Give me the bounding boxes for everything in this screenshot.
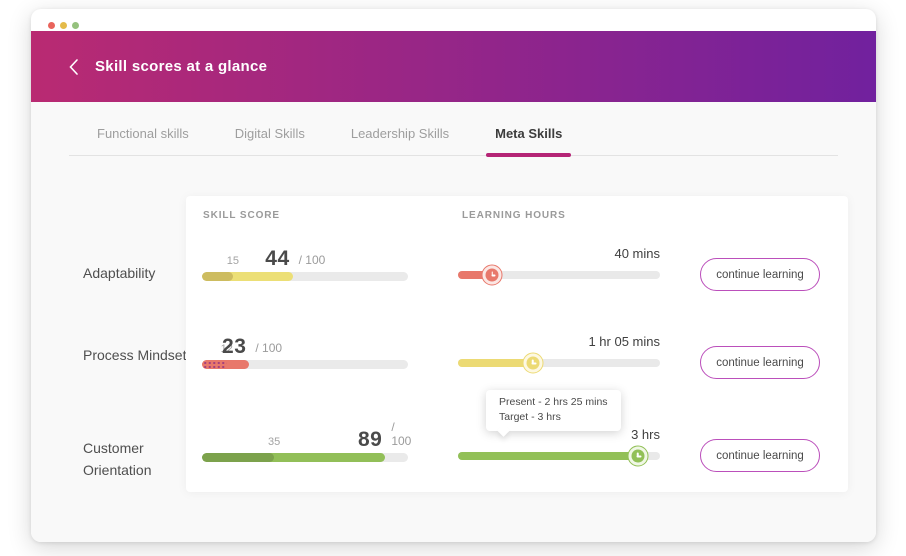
tab-bar: Functional skills Digital Skills Leaders… — [69, 114, 838, 157]
learning-hours-block: 1 hr 05 mins — [458, 330, 660, 374]
tab-meta-skills[interactable]: Meta Skills — [486, 114, 572, 157]
skill-row-process-mindset: 12 23 / 100 1 hr 05 mins — [202, 330, 832, 379]
score-segment-previous — [202, 453, 275, 462]
continue-learning-button[interactable]: continue learning — [700, 258, 820, 291]
score-block: 12 23 / 100 — [202, 330, 408, 369]
score-previous-value: 15 — [226, 255, 240, 267]
score-segment-previous — [202, 360, 227, 369]
window-controls — [48, 22, 79, 29]
tab-digital-skills[interactable]: Digital Skills — [234, 126, 305, 141]
column-header-learning-hours: LEARNING HOURS — [462, 210, 566, 221]
score-bar — [202, 360, 408, 369]
tooltip-present-line: Present - 2 hrs 25 mins — [499, 396, 608, 408]
score-segment-current — [202, 453, 386, 462]
app-window: Skill scores at a glance Functional skil… — [31, 9, 876, 542]
skill-row-customer-orientation: 35 89 / 100 Present - 2 hrs 25 mins Targ… — [202, 390, 832, 472]
app-header: Skill scores at a glance — [31, 31, 876, 102]
score-block: 15 44 / 100 — [202, 242, 408, 281]
learning-hours-block: 40 mins — [458, 242, 660, 286]
continue-learning-button[interactable]: continue learning — [700, 439, 820, 472]
learning-hours-block: Present - 2 hrs 25 mins Target - 3 hrs 3… — [458, 390, 660, 467]
learning-slider-knob[interactable] — [481, 264, 503, 286]
skill-row-adaptability: 15 44 / 100 40 mins — [202, 242, 832, 291]
continue-learning-button[interactable]: continue learning — [700, 346, 820, 379]
learning-progress-fill — [458, 452, 638, 460]
score-segment-previous — [202, 272, 233, 281]
skill-name-adaptability: Adaptability — [83, 265, 156, 281]
learning-slider-knob[interactable] — [522, 352, 544, 374]
clock-icon — [485, 268, 499, 282]
tab-leadership-skills[interactable]: Leadership Skills — [350, 126, 450, 141]
learning-slider[interactable] — [458, 264, 660, 286]
score-bar — [202, 453, 408, 462]
learning-progress-fill — [458, 271, 493, 279]
learning-tooltip: Present - 2 hrs 25 mins Target - 3 hrs — [486, 390, 621, 431]
score-bar — [202, 272, 408, 281]
learning-time-label: 3 hrs — [631, 427, 660, 442]
page-title: Skill scores at a glance — [95, 58, 268, 75]
maximize-window-icon[interactable] — [72, 22, 79, 29]
clock-icon — [631, 449, 645, 463]
score-current-value: 44 — [265, 247, 290, 270]
skill-name-customer-orientation: Customer Orientation — [83, 440, 152, 478]
score-previous-value: 35 — [267, 436, 281, 448]
chevron-left-icon — [69, 58, 78, 75]
score-current-value: 23 — [222, 335, 247, 358]
content-area: Functional skills Digital Skills Leaders… — [31, 102, 876, 542]
column-header-skill-score: SKILL SCORE — [203, 210, 280, 221]
score-max-label: / 100 — [391, 420, 412, 448]
score-previous-value: 12 — [220, 343, 233, 355]
learning-slider[interactable] — [458, 352, 660, 374]
score-block: 35 89 / 100 — [202, 420, 412, 462]
tooltip-target-line: Target - 3 hrs — [499, 411, 561, 423]
learning-slider[interactable] — [458, 445, 660, 467]
learning-time-label: 40 mins — [614, 246, 660, 261]
score-current-value: 89 — [357, 428, 383, 451]
clock-icon — [526, 356, 540, 370]
score-segment-current — [202, 272, 293, 281]
score-max-label: / 100 — [298, 253, 326, 267]
learning-progress-fill — [458, 359, 533, 367]
skill-name-process-mindset: Process Mindset — [83, 347, 187, 363]
close-window-icon[interactable] — [48, 22, 55, 29]
skills-card: SKILL SCORE LEARNING HOURS 15 44 / 100 — [186, 196, 848, 492]
score-max-label: / 100 — [255, 341, 283, 355]
learning-time-label: 1 hr 05 mins — [588, 334, 660, 349]
minimize-window-icon[interactable] — [60, 22, 67, 29]
tab-functional-skills[interactable]: Functional skills — [97, 126, 189, 141]
learning-slider-knob[interactable] — [627, 445, 649, 467]
back-button[interactable] — [68, 58, 79, 76]
